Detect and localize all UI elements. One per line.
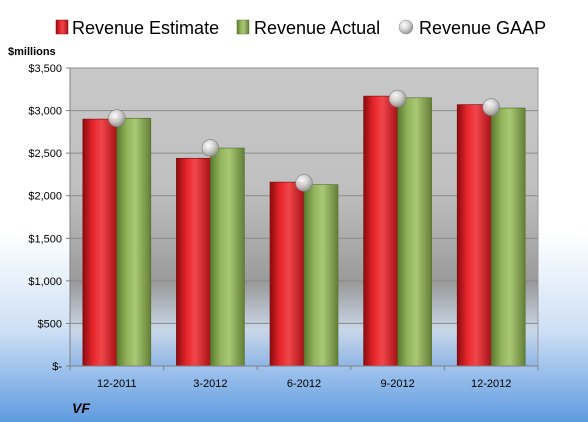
x-tick-label: 6-2012	[287, 378, 321, 390]
y-tick-label: $2,500	[28, 148, 62, 160]
bar-revenue-actual	[397, 97, 432, 367]
y-tick-label: $1,000	[28, 276, 62, 288]
company-label: VF	[72, 400, 90, 416]
y-tick-label: $2,000	[28, 191, 62, 203]
legend-label-gaap: Revenue GAAP	[419, 18, 546, 38]
bars	[82, 95, 526, 367]
gaap-markers	[108, 89, 501, 192]
x-tick-label: 12-2012	[471, 378, 511, 390]
legend-swatch-estimate	[55, 19, 69, 35]
y-tick-label: $3,500	[28, 63, 62, 75]
y-tick-label: $3,000	[28, 106, 62, 118]
x-tick-label: 9-2012	[380, 378, 414, 390]
legend-item-revenue-gaap: Revenue GAAP	[398, 18, 546, 38]
bar-revenue-estimate	[82, 118, 118, 367]
marker-revenue-gaap	[388, 89, 407, 108]
x-tick-label: 3-2012	[193, 378, 227, 390]
legend-label-estimate: Revenue Estimate	[72, 18, 219, 38]
y-axis-label: $millions	[8, 46, 56, 58]
legend-label-actual: Revenue Actual	[254, 18, 380, 38]
x-axis-ticks: 12-2011 3-2012 6-2012 9-2012 12-2012	[69, 365, 539, 390]
bar-revenue-actual	[490, 107, 526, 367]
marker-revenue-gaap	[108, 109, 126, 128]
bar-revenue-estimate	[363, 95, 398, 367]
marker-revenue-gaap	[295, 174, 313, 192]
legend-swatch-actual	[236, 19, 250, 35]
legend-item-revenue-actual: Revenue Actual	[236, 18, 380, 38]
marker-revenue-gaap	[482, 98, 501, 116]
x-tick-label: 12-2011	[97, 378, 137, 390]
bar-revenue-estimate	[176, 157, 211, 367]
bar-revenue-actual	[210, 147, 245, 367]
legend-item-revenue-estimate: Revenue Estimate	[55, 18, 219, 38]
y-tick-label: $1,500	[28, 233, 62, 245]
marker-revenue-gaap	[201, 139, 220, 157]
bar-revenue-estimate	[269, 181, 305, 367]
legend: Revenue Estimate Revenue Actual Revenue …	[55, 18, 546, 38]
legend-swatch-gaap	[398, 19, 414, 35]
y-axis-ticks: $- $500 $1,000 $1,500 $2,000 $2,500 $3,000 $3,5…	[28, 63, 71, 373]
bar-revenue-actual	[303, 184, 339, 367]
bar-revenue-estimate	[456, 104, 492, 367]
y-tick-label: $-	[52, 361, 62, 373]
y-tick-label: $500	[38, 318, 62, 330]
bar-revenue-actual	[116, 117, 152, 367]
